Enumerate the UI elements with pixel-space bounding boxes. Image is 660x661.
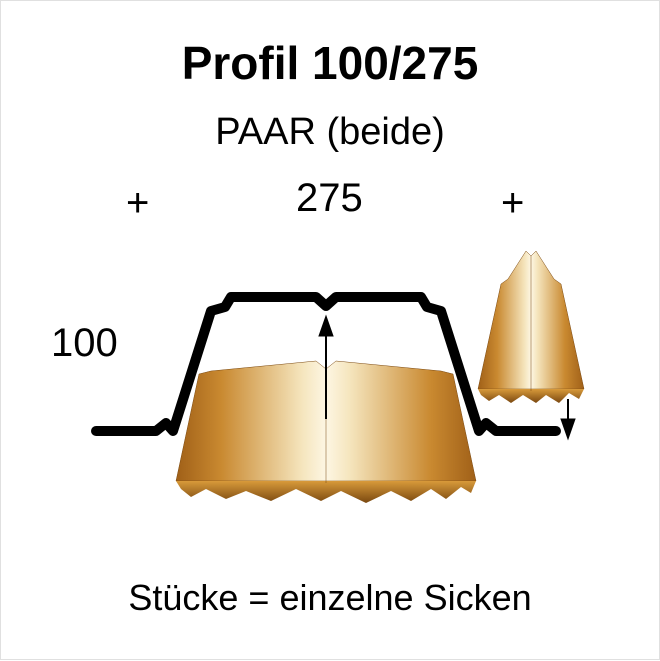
diagram-container: Profil 100/275 PAAR (beide) + + 275 100 — [0, 0, 660, 660]
upper-die-shape — [478, 251, 584, 403]
footer-note: Stücke = einzelne Sicken — [1, 577, 659, 619]
arrow-down-icon — [561, 399, 575, 439]
profile-diagram — [1, 1, 660, 661]
